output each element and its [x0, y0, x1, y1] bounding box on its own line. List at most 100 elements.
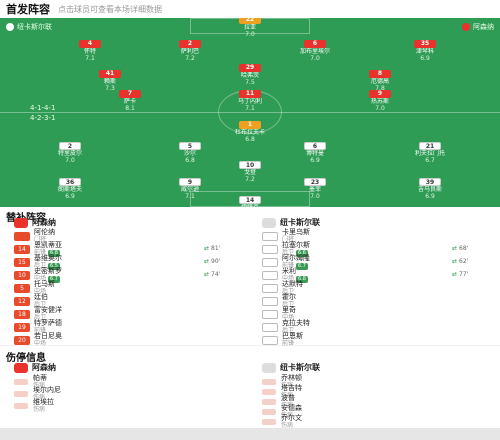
injury-player: 埃尔内尼	[33, 386, 61, 394]
away-player-7[interactable]: 23 墨菲 7.0	[278, 178, 352, 200]
sub-row[interactable]: 阿伦纳 门将	[14, 229, 55, 243]
sub-name: 米利	[282, 266, 296, 275]
injury-player: 乔林顿	[281, 374, 302, 382]
injury-row[interactable]: 乔尔文 伤病	[262, 415, 302, 429]
injury-row[interactable]: 波普 伤病	[262, 395, 295, 409]
shirt-icon: 35	[414, 40, 436, 48]
home-player-4[interactable]: 35 津琴科 6.9	[388, 40, 462, 62]
away-player-8[interactable]: 39 吉马良斯 6.9	[393, 178, 467, 200]
sub-row[interactable]: 拉塞尔斯 后卫 6.6	[262, 241, 310, 257]
player-name: 朗斯塔夫	[57, 186, 82, 193]
shirt-number	[262, 270, 278, 280]
player-name: 拉亚	[243, 24, 256, 31]
home-player-9[interactable]: 11 马丁内利 7.1	[213, 90, 287, 112]
away-player-1[interactable]: 2 特里皮尔 7.0	[33, 142, 107, 164]
sub-in-arrow-icon: ⇄	[204, 258, 210, 265]
sub-position: 中场	[34, 288, 47, 295]
sub-row[interactable]: 12 廷伯 后卫	[14, 294, 48, 308]
player-name: 戈登	[243, 169, 256, 176]
sub-row[interactable]: 霍尔 后卫	[262, 294, 296, 308]
home-player-0[interactable]: 22 拉亚 7.0	[213, 18, 287, 38]
sub-row[interactable]: 19 特罗萨德 前锋	[14, 320, 62, 334]
injury-row[interactable]: 埃尔内尼 伤病	[14, 386, 61, 401]
player-name: 萨利巴	[180, 48, 199, 55]
sub-row[interactable]: 米利 中场 6.8	[262, 266, 308, 283]
sub-row[interactable]: 5 托马斯 中场	[14, 281, 55, 295]
lineup-header: 首发阵容 点击球员可查看本场详细数据	[0, 0, 500, 18]
injury-icon	[14, 391, 28, 397]
away-player-4[interactable]: 21 利夫拉门托 6.7	[393, 142, 467, 164]
sub-position: 后卫	[282, 248, 295, 256]
injury-row[interactable]: 维埃拉 伤病	[14, 399, 54, 413]
home-team-label: 阿森纳	[462, 22, 494, 32]
sub-row[interactable]: 18 富安健洋 后卫	[14, 307, 62, 321]
sub-row[interactable]: 14 恩凯蒂亚 前锋 6.8	[14, 241, 62, 257]
home-player-1[interactable]: 4 怀特 7.1	[53, 40, 127, 62]
injury-row[interactable]: 安德森 伤病	[262, 405, 302, 419]
shirt-number	[262, 335, 278, 345]
shirt-icon: 6	[304, 142, 326, 150]
sub-row[interactable]: 20 若日尼奥 中场	[14, 333, 62, 347]
home-player-3[interactable]: 6 加布里埃尔 7.0	[278, 40, 352, 62]
home-formation: 4-2-3-1	[30, 114, 56, 122]
sub-row[interactable]: 里奇 中场	[262, 307, 296, 321]
player-name: 特里皮尔	[57, 150, 82, 157]
home-player-5[interactable]: 41 赖斯 7.3	[73, 70, 147, 92]
sub-name: 基维奥尔	[34, 253, 62, 262]
away-player-6[interactable]: 9 威尔逊 7.1	[153, 178, 227, 200]
sub-row[interactable]: 达默特 后卫	[262, 281, 303, 295]
player-rating: 6.8	[245, 136, 255, 143]
shirt-icon: 4	[79, 40, 101, 48]
home-player-8[interactable]: 7 萨卡 8.1	[93, 90, 167, 112]
away-player-10[interactable]: 14伊萨克6.8	[213, 196, 287, 207]
home-player-2[interactable]: 2 萨利巴 7.2	[153, 40, 227, 62]
home-player-10[interactable]: 9 热苏斯 7.0	[343, 90, 417, 112]
player-name: 博特曼	[305, 150, 324, 157]
injury-reason: 伤病	[33, 406, 46, 413]
home-penalty-box	[190, 191, 310, 207]
sub-row[interactable]: 阿尔姆隆 前锋 6.7	[262, 254, 310, 270]
player-name: 利夫拉门托	[414, 150, 445, 157]
shirt-icon: 1	[239, 121, 261, 129]
sub-name: 达默特	[282, 280, 303, 288]
sub-row[interactable]: 克拉夫特 后卫	[262, 320, 310, 334]
injury-row[interactable]: 塔吉特 伤病	[262, 385, 302, 399]
sub-in-arrow-icon: ⇄	[452, 258, 458, 265]
sub-rating: 6.7	[296, 262, 308, 270]
shirt-icon: 41	[99, 70, 121, 78]
home-player-7[interactable]: 8 厄德高 7.8	[343, 70, 417, 92]
sub-row[interactable]: 巴恩斯 前锋	[262, 333, 303, 347]
shirt-number	[262, 296, 278, 306]
injury-icon	[262, 389, 276, 395]
player-rating: 6.8	[185, 157, 195, 164]
shirt-number	[262, 257, 278, 267]
shirt-icon: 22	[239, 18, 261, 24]
lineup-subtitle: 点击球员可查看本场详细数据	[58, 4, 162, 14]
player-rating: 7.1	[185, 193, 195, 200]
sub-row[interactable]: 15 基维奥尔 后卫 6.5	[14, 253, 62, 270]
shirt-icon: 8	[369, 70, 391, 78]
shirt-number	[262, 283, 278, 293]
shirt-icon: 2	[59, 142, 81, 150]
player-name: 萨卡	[123, 98, 136, 105]
player-rating: 7.2	[185, 55, 195, 62]
shirt-icon: 23	[304, 178, 326, 186]
away-player-2[interactable]: 5 沙尔 6.8	[153, 142, 227, 164]
sub-minute: ⇄ 90'	[204, 258, 221, 265]
sub-row[interactable]: 卡里乌斯 门将	[262, 229, 310, 243]
home-player-6[interactable]: 29 哈弗茨 7.5	[213, 64, 287, 86]
injury-icon	[262, 419, 276, 425]
away-player-9[interactable]: 10 戈登 7.2	[213, 161, 287, 183]
away-player-3[interactable]: 6 博特曼 6.9	[278, 142, 352, 164]
injury-row[interactable]: 帕蒂 伤病	[14, 375, 47, 389]
sub-position: 中场	[282, 274, 295, 282]
injury-reason: 伤病	[33, 394, 46, 401]
away-player-0[interactable]: 1 杜布拉夫卡 6.8	[213, 121, 287, 143]
injury-row[interactable]: 乔林顿 伤病	[262, 374, 302, 389]
away-player-5[interactable]: 36 朗斯塔夫 6.9	[33, 178, 107, 200]
sub-row[interactable]: 10 史密斯罗 中场 6.7	[14, 267, 62, 283]
sub-position: 后卫	[34, 301, 47, 308]
player-rating: 7.1	[85, 55, 95, 62]
shirt-number: 15	[14, 257, 30, 267]
player-rating: 6.9	[65, 193, 75, 200]
